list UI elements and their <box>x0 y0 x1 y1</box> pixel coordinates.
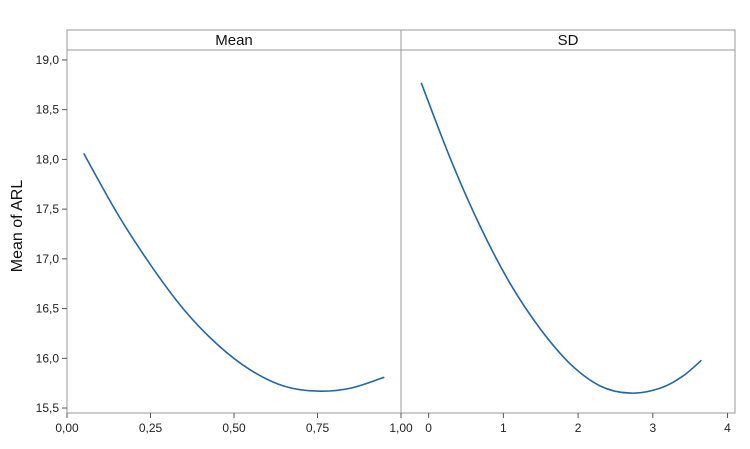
y-tick-label: 19,0 <box>36 53 60 67</box>
series-line-mean <box>83 153 385 392</box>
panels: 15,5 16,0 16,5 17,0 17,5 18,0 18,5 19,0 Mean 0,00… <box>36 29 736 435</box>
x-tick-label: 0,25 <box>139 421 163 435</box>
x-tick-label: 0,75 <box>306 421 330 435</box>
y-tick-label: 17,0 <box>36 252 60 266</box>
y-tick-label: 18,5 <box>36 103 60 117</box>
x-tick-label: 0 <box>425 421 432 435</box>
panel-title-mean: Mean <box>215 32 253 49</box>
y-tick-label: 18,0 <box>36 152 60 166</box>
x-tick-label: 1 <box>500 421 507 435</box>
x-tick-label: 3 <box>649 421 656 435</box>
x-tick-label: 0,00 <box>55 421 79 435</box>
y-tick-label: 17,5 <box>36 202 60 216</box>
y-axis-label: Mean of ARL <box>9 180 26 273</box>
panel-title-sd: SD <box>558 32 579 49</box>
y-tick-label: 16,0 <box>36 351 60 365</box>
x-tick-label: 4 <box>724 421 731 435</box>
y-tick-label: 16,5 <box>36 302 60 316</box>
y-tick-label: 15,5 <box>36 401 60 415</box>
x-tick-label: 2 <box>575 421 582 435</box>
series-line-sd <box>420 82 702 394</box>
x-tick-label: 1,00 <box>389 421 413 435</box>
x-tick-label: 0,50 <box>222 421 246 435</box>
